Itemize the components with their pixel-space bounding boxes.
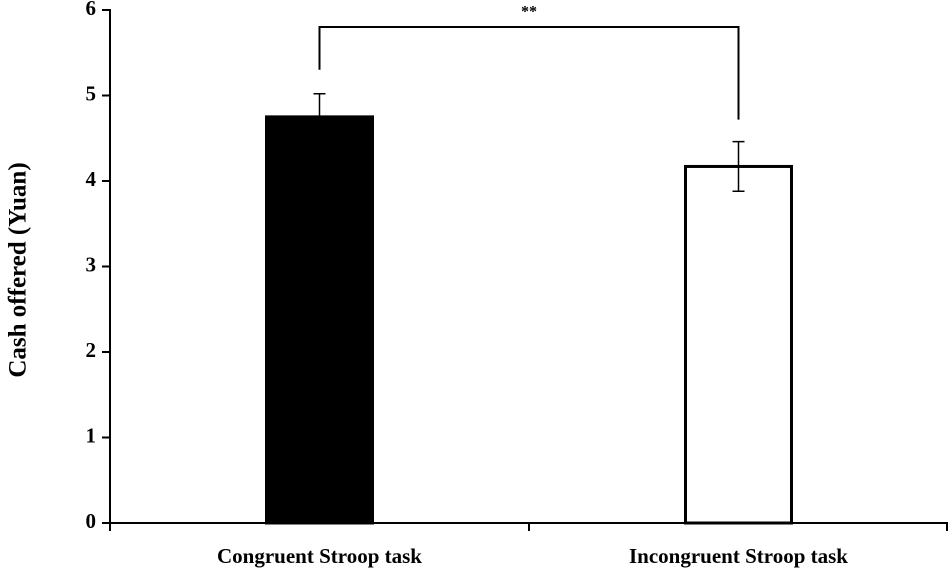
x-tick-label: Incongruent Stroop task (629, 544, 848, 568)
y-tick-label: 2 (86, 338, 97, 362)
significance-bracket (318, 26, 740, 120)
bar (684, 164, 793, 525)
y-tick-label: 4 (86, 167, 97, 191)
bar (265, 115, 374, 525)
y-tick-label: 3 (86, 252, 97, 276)
error-bar (313, 93, 326, 141)
x-tick-label: Congruent Stroop task (217, 544, 422, 568)
y-tick-label: 1 (86, 423, 97, 447)
y-axis-label: Cash offered (Yuan) (5, 162, 32, 377)
error-bar (732, 140, 745, 193)
y-tick-label: 0 (86, 509, 97, 533)
y-tick-label: 6 (86, 0, 97, 20)
y-tick-label: 5 (86, 81, 97, 105)
significance-label: ** (521, 4, 537, 21)
